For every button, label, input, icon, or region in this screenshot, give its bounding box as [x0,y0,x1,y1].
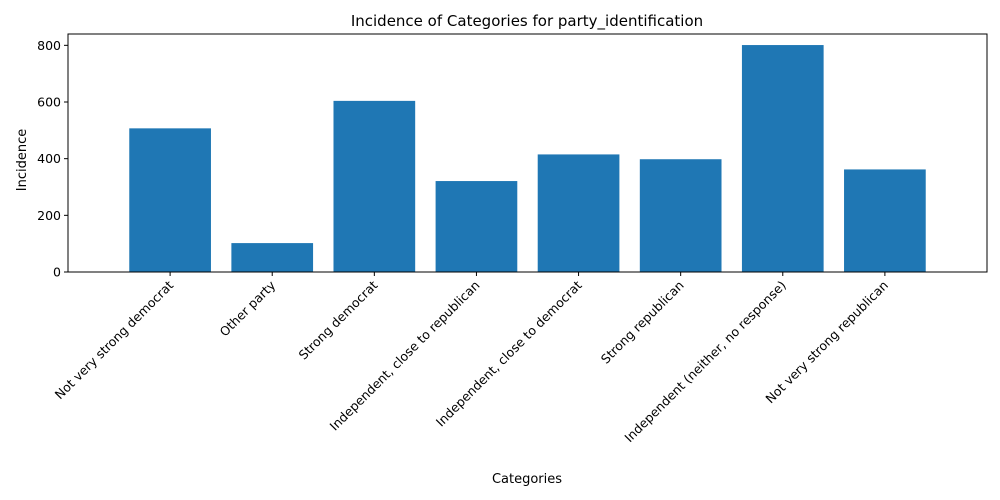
x-axis: Not very strong democrat Other party Stron… [52,272,891,445]
x-tick-label: Strong republican [598,278,687,367]
y-axis-title: Incidence [15,129,30,191]
bar [537,154,620,272]
bar [435,181,518,272]
x-tick-label: Not very strong republican [762,278,891,407]
y-axis: 0 200 400 600 800 [37,38,68,280]
x-tick-label: Independent (neither, no response) [621,278,789,446]
x-tick-label: Other party [216,277,278,339]
bar [333,100,416,273]
plot-frame [67,33,988,273]
y-tick-label: 0 [53,265,61,280]
y-tick-label: 400 [37,151,61,166]
bar [741,45,824,272]
chart-title: Incidence of Categories for party_identi… [351,12,703,31]
plot-area [129,45,926,273]
y-tick-label: 200 [37,208,61,223]
x-tick-label: Strong democrat [295,277,380,362]
bar [844,169,926,272]
y-tick-label: 600 [37,95,61,110]
bar [639,159,722,272]
x-axis-title: Categories [492,472,562,487]
y-tick-label: 800 [37,38,61,53]
bar [129,128,211,272]
x-tick-label: Not very strong democrat [52,277,177,402]
bar [231,243,314,272]
